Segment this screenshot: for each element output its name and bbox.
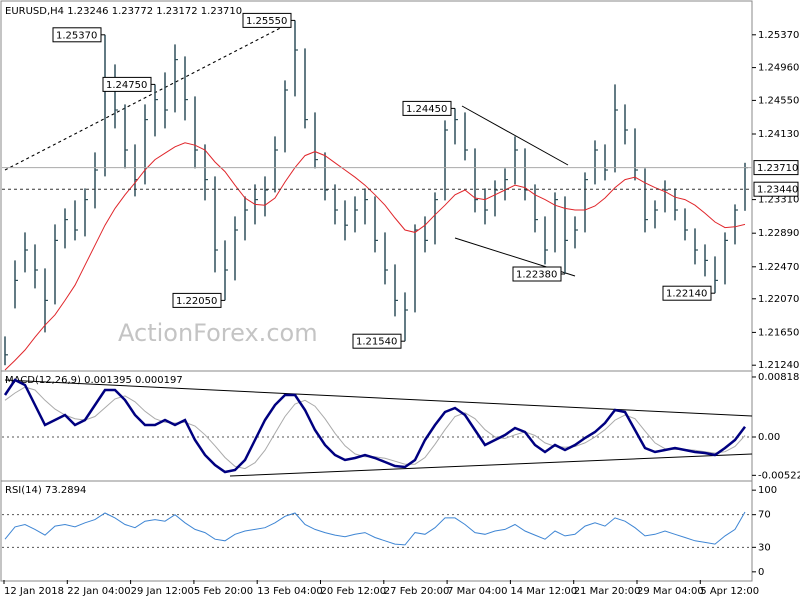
annotation-box <box>352 333 402 349</box>
indicator-line <box>4 511 746 546</box>
y-tick-label: 1.24550 <box>758 95 799 106</box>
y-tick-label: 1.21650 <box>758 327 799 338</box>
symbol-header: EURUSD,H4 1.23246 1.23772 1.23172 1.2371… <box>5 6 242 17</box>
price-level-box <box>753 181 799 197</box>
annotation-box <box>402 100 452 116</box>
y-tick-label: 1.24960 <box>758 63 799 74</box>
x-tick-label: 14 Mar 12:00 <box>510 586 577 597</box>
y-tick-label: 1.22070 <box>758 294 799 305</box>
y-tick-label: 1.22890 <box>758 228 799 239</box>
annotation-label: 1.22140 <box>666 289 707 300</box>
y-tick-label: 70 <box>758 510 771 521</box>
moving-average <box>4 142 746 371</box>
annotation-label: 1.25370 <box>56 30 97 41</box>
price-level-label: 1.23440 <box>757 185 798 196</box>
annotation-box <box>662 285 712 301</box>
x-tick-label: 13 Feb 04:00 <box>257 586 323 597</box>
annotation-box <box>512 266 562 282</box>
y-tick-label: 1.22470 <box>758 262 799 273</box>
x-tick-label: 7 Mar 04:00 <box>447 586 507 597</box>
watermark: ActionForex.com <box>118 319 318 347</box>
y-tick-label: 0.008182 <box>758 372 800 383</box>
annotation-box <box>52 27 102 43</box>
y-tick-label: 100 <box>758 485 777 496</box>
x-tick-label: 29 Jan 12:00 <box>131 586 194 597</box>
y-tick-label: 30 <box>758 542 771 553</box>
annotation-label: 1.24450 <box>406 104 447 115</box>
price-level-box <box>753 160 799 176</box>
x-tick-label: 5 Feb 20:00 <box>194 586 253 597</box>
trendline <box>461 105 569 166</box>
rsi-title: RSI(14) 73.2894 <box>5 485 86 496</box>
annotation-label: 1.22380 <box>516 270 557 281</box>
annotation-box <box>172 292 222 308</box>
trendline <box>4 21 293 171</box>
x-tick-label: 27 Feb 20:00 <box>384 586 450 597</box>
y-tick-label: 0 <box>758 567 764 578</box>
trendline <box>4 379 753 417</box>
macd-title: MACD(12,26,9) 0.001395 0.000197 <box>5 375 183 386</box>
x-tick-label: 12 Jan 2018 <box>4 586 64 597</box>
y-tick-label: 1.25370 <box>758 30 799 41</box>
annotation-box <box>102 76 152 92</box>
y-tick-label: 1.24130 <box>758 129 799 140</box>
x-tick-label: 29 Mar 04:00 <box>637 586 704 597</box>
annotation-box <box>242 12 292 28</box>
trendline <box>229 453 753 477</box>
annotation-label: 1.22050 <box>176 296 217 307</box>
annotation-label: 1.25550 <box>246 16 287 27</box>
x-tick-label: 5 Apr 12:00 <box>700 586 759 597</box>
x-tick-label: 22 Jan 04:00 <box>67 586 130 597</box>
y-tick-label: -0.005223 <box>758 470 800 481</box>
y-tick-label: 1.21240 <box>758 360 799 371</box>
frame <box>0 0 753 582</box>
price-level-label: 1.23710 <box>757 163 798 174</box>
annotation-label: 1.21540 <box>356 337 397 348</box>
annotation-label: 1.24750 <box>106 80 147 91</box>
x-tick-label: 20 Feb 12:00 <box>321 586 387 597</box>
x-tick-label: 21 Mar 20:00 <box>574 586 641 597</box>
y-tick-label: 0.00 <box>758 432 780 443</box>
y-tick-label: 1.23310 <box>758 195 799 206</box>
indicator-line <box>3 378 746 474</box>
